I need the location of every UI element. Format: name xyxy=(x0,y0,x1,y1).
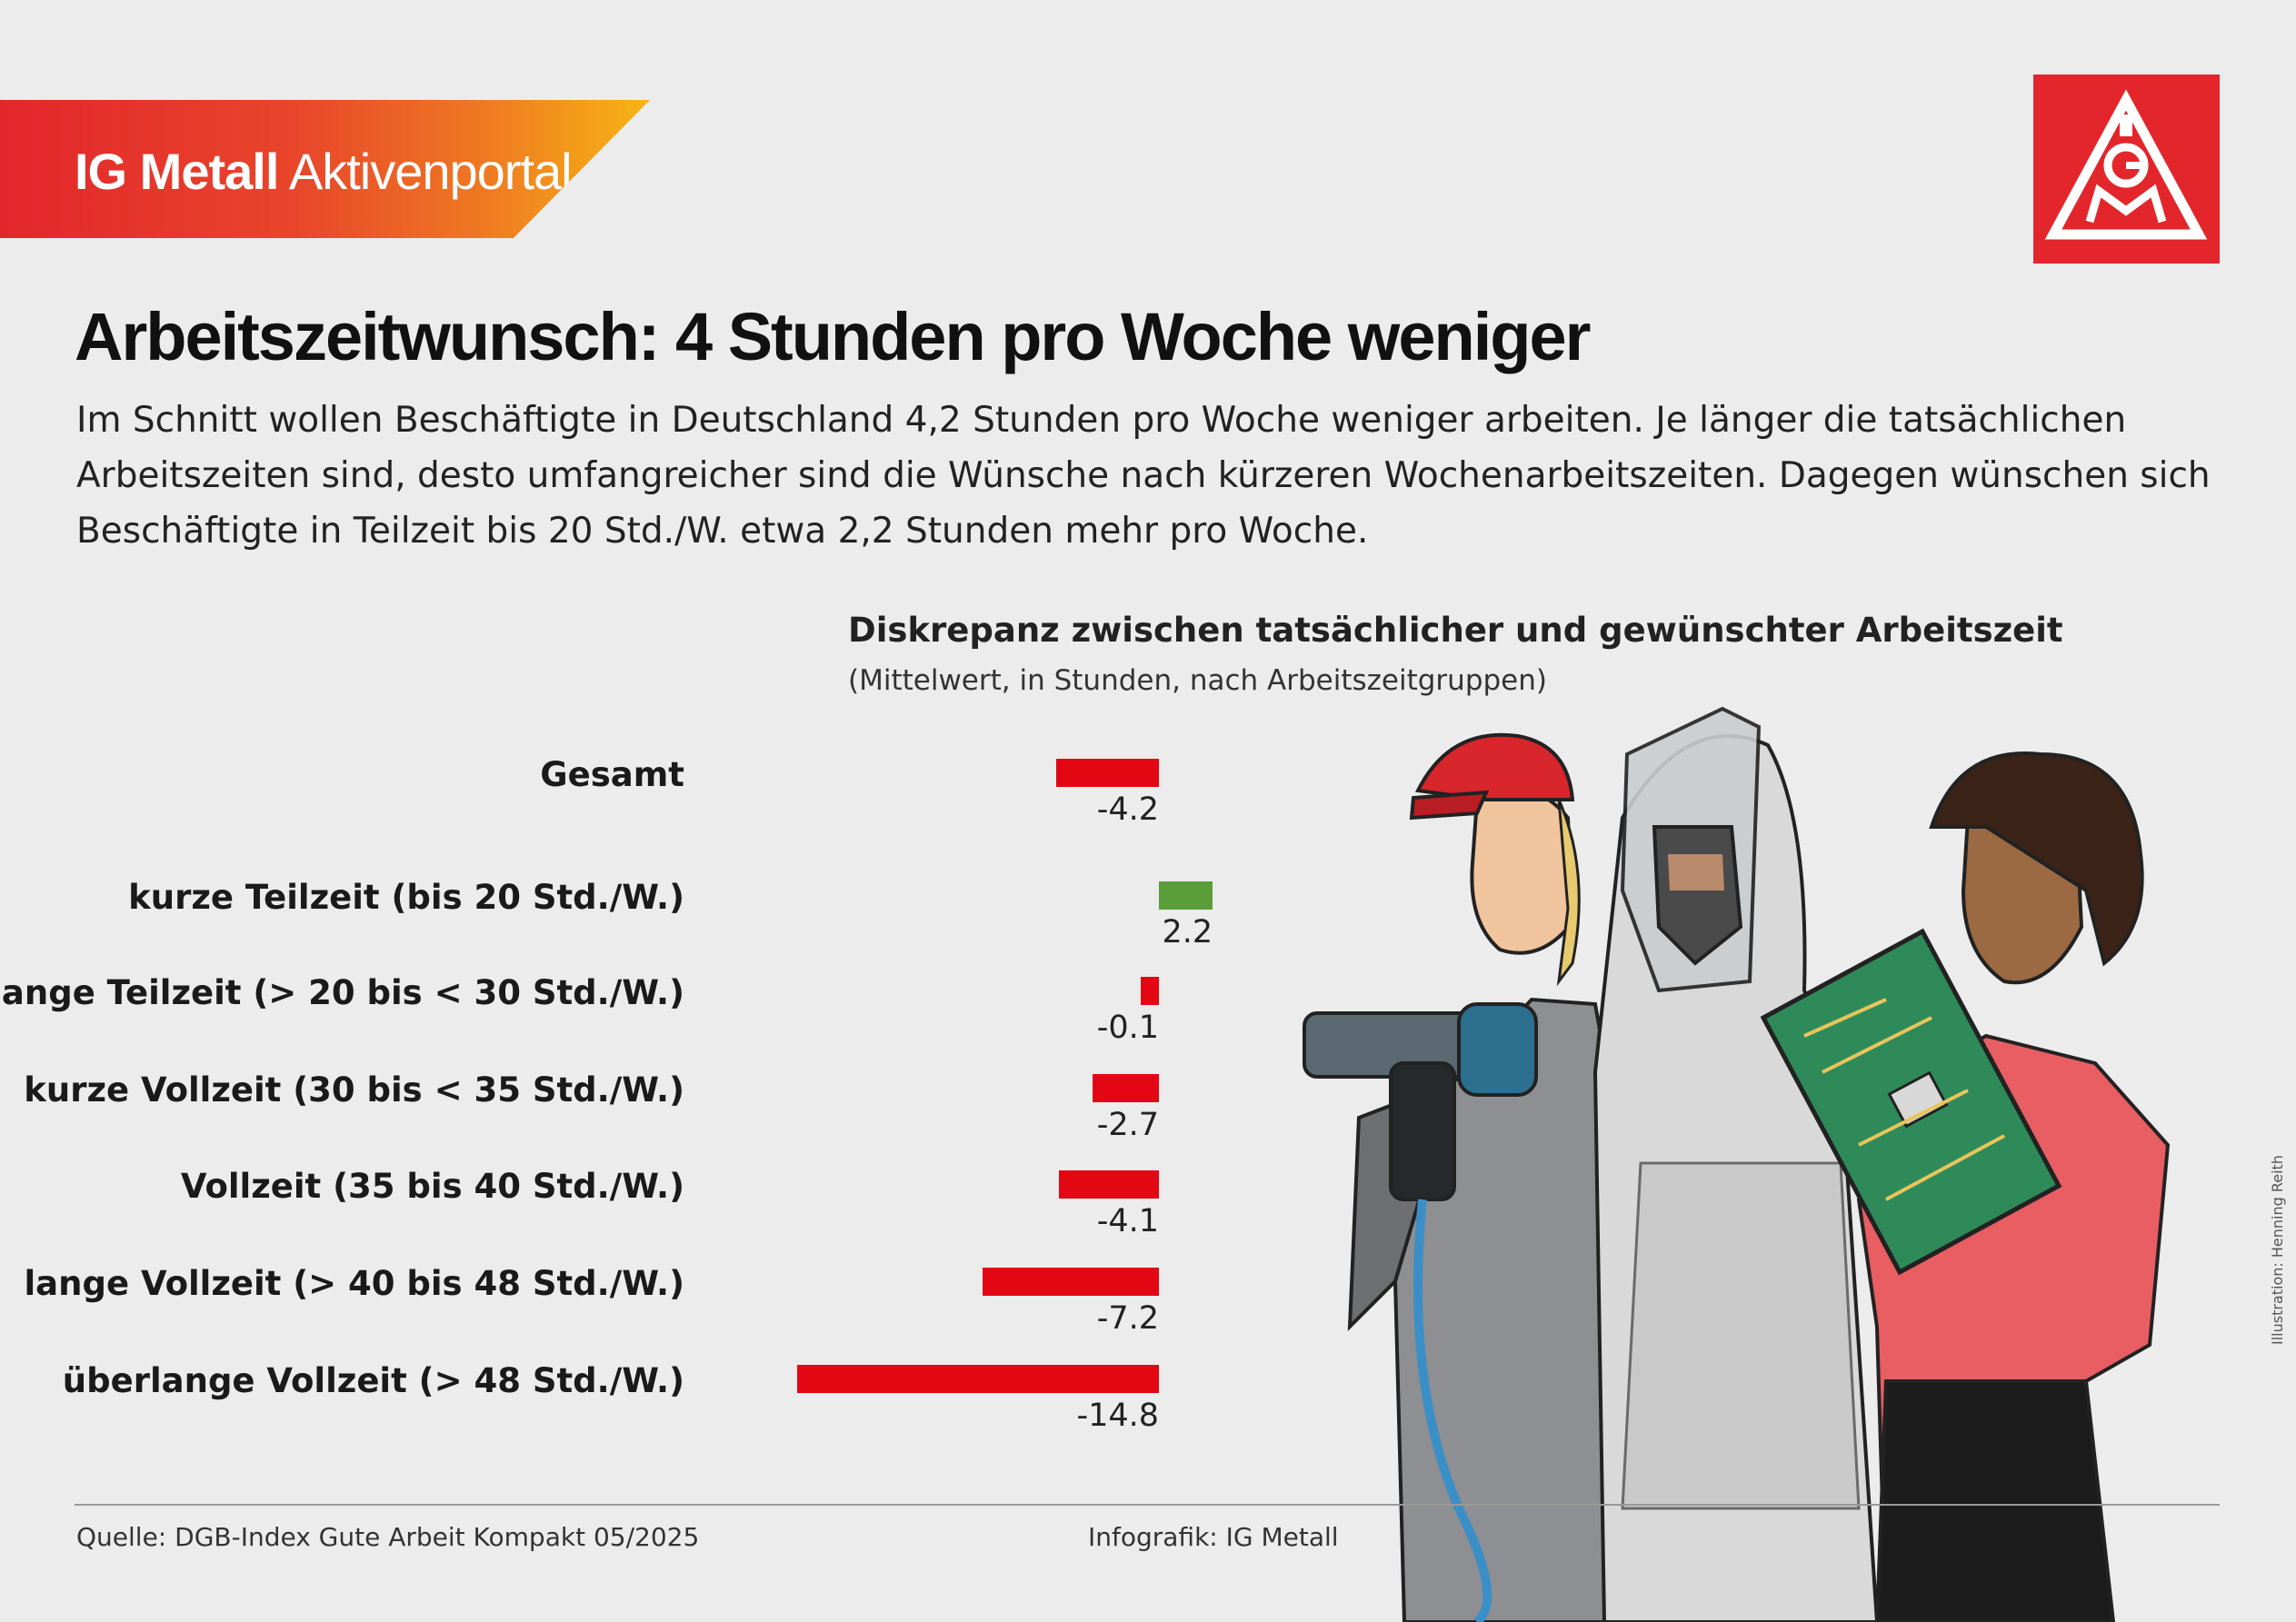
chart-title: Diskrepanz zwischen tatsächlicher und ge… xyxy=(848,611,2063,650)
value-label: -0.1 xyxy=(1096,1010,1159,1046)
bar xyxy=(1058,1170,1159,1199)
igm-logo-icon xyxy=(2044,89,2208,240)
category-label: Gesamt xyxy=(540,755,684,794)
source-note: Quelle: DGB-Index Gute Arbeit Kompakt 05… xyxy=(76,1522,700,1552)
worker-middle-figure xyxy=(1592,706,1880,1622)
intro-text: Im Schnitt wollen Beschäftigte in Deutsc… xyxy=(76,400,2211,552)
igm-logo xyxy=(2033,75,2220,264)
infografik-credit: Infografik: IG Metall xyxy=(1088,1522,1339,1552)
value-label: -7.2 xyxy=(1096,1300,1159,1337)
bar xyxy=(983,1268,1159,1296)
workers-illustration xyxy=(1303,706,2171,1622)
category-label: lange Vollzeit (> 40 bis 48 Std./W.) xyxy=(24,1264,685,1303)
category-label: kurze Teilzeit (bis 20 Std./W.) xyxy=(128,878,684,917)
footer-divider xyxy=(75,1504,2220,1506)
brand-bold: IG Metall xyxy=(75,143,279,200)
value-label: -14.8 xyxy=(1076,1398,1159,1434)
category-label: lange Teilzeit (> 20 bis < 30 Std./W.) xyxy=(0,973,684,1012)
chart-subtitle: (Mittelwert, in Stunden, nach Arbeitszei… xyxy=(848,664,1547,697)
worker-right-figure xyxy=(1760,751,2171,1622)
bar xyxy=(1093,1074,1159,1102)
category-label: überlange Vollzeit (> 48 Std./W.) xyxy=(62,1361,684,1400)
header-banner: IG Metall Aktivenportal xyxy=(0,100,650,238)
category-label: kurze Vollzeit (30 bis < 35 Std./W.) xyxy=(24,1070,684,1110)
value-label: -2.7 xyxy=(1096,1107,1159,1143)
category-label: Vollzeit (35 bis 40 Std./W.) xyxy=(180,1167,684,1206)
illustration-credit: Illustration: Henning Reith xyxy=(2269,1155,2286,1345)
value-label: -4.2 xyxy=(1096,791,1159,828)
value-label: -4.1 xyxy=(1096,1203,1159,1239)
worker-left-figure xyxy=(1303,732,1612,1622)
bar xyxy=(1159,881,1213,910)
bar xyxy=(1056,759,1159,787)
value-label: 2.2 xyxy=(1162,914,1213,950)
bar xyxy=(1141,977,1159,1005)
brand-light: Aktivenportal xyxy=(288,143,573,200)
bar xyxy=(796,1365,1159,1393)
brand-name: IG Metall Aktivenportal xyxy=(75,142,573,201)
page-title: Arbeitszeitwunsch: 4 Stunden pro Woche w… xyxy=(75,299,1591,374)
